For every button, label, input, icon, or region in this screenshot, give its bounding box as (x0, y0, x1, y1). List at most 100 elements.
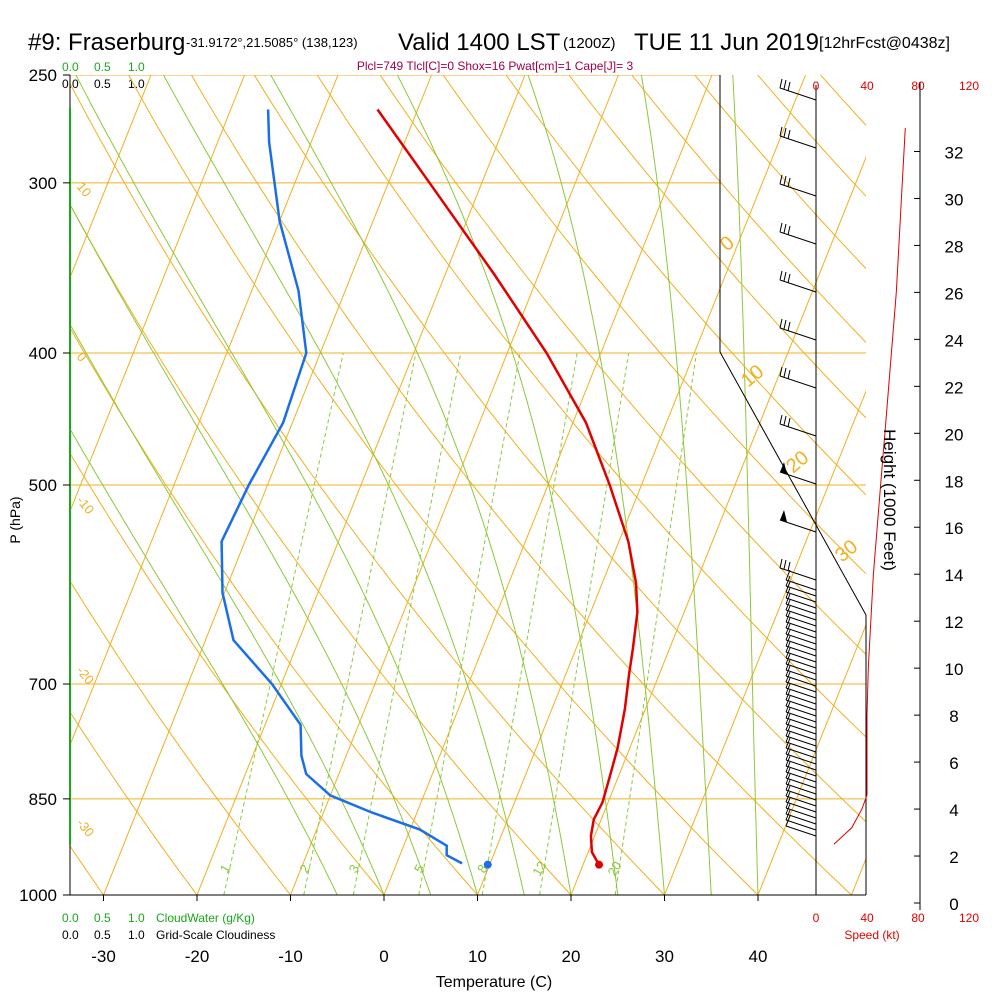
wind-barb-feather (783, 175, 787, 186)
pressure-tick-label: 700 (29, 675, 57, 694)
wind-barb-feather (779, 270, 783, 281)
wind-barb-feather (785, 701, 791, 713)
cloudwater-bottom-ticks: 0.0 0.5 1.0 CloudWater (g/Kg) (62, 911, 255, 925)
dry-adiabat-line (694, 75, 866, 270)
x-axis-label: Temperature (C) (436, 974, 552, 991)
cloudwater-tick: 0.0 (62, 911, 79, 925)
wind-barb-feather (787, 129, 791, 140)
dry-adiabat-line (945, 0, 1000, 924)
wind-barb (785, 747, 817, 759)
wind-barb-feather (779, 174, 783, 185)
wind-barb (785, 585, 817, 597)
wind-barb-feather (779, 78, 783, 89)
moist-adiabat-line (270, 75, 572, 895)
wind-barb-feather (783, 223, 787, 234)
wind-barb-feather (785, 731, 791, 743)
wind-barb (779, 471, 817, 485)
wind-barb-feather (785, 635, 791, 647)
wind-barb-feather (785, 755, 791, 767)
isotherm-label: -10 (74, 493, 98, 517)
wind-barb (779, 327, 817, 341)
wind-barb-feather (785, 803, 791, 815)
wind-barb-flag (780, 462, 787, 474)
wind-barb-feather (785, 797, 791, 809)
wind-barb-feather (785, 773, 791, 785)
wind-barb-feather (785, 665, 791, 677)
wind-barb (785, 681, 817, 693)
isotherm-label: -30 (74, 816, 98, 840)
height-tick-label: 8 (949, 707, 958, 726)
wind-barb (779, 135, 817, 149)
pressure-tick-label: 400 (29, 344, 57, 363)
dry-adiabat-line (827, 0, 1000, 924)
station-coords: -31.9172°,21.5085° (138,123) (186, 35, 358, 50)
wind-barb-feather (785, 743, 791, 755)
wind-barb (785, 741, 817, 753)
mixing-ratio-line (352, 352, 462, 895)
wind-barb (785, 603, 817, 615)
dry-adiabat-line (70, 580, 292, 895)
wind-barb (785, 783, 817, 795)
moist-adiabat-line (396, 75, 619, 895)
wind-barb (785, 609, 817, 621)
cloudiness-tick: 1.0 (128, 77, 145, 91)
height-tick-label: 0 (949, 895, 958, 914)
cloudwater-tick: 1.0 (128, 60, 145, 74)
thermo-grid (70, 0, 1000, 924)
valid-zulu: (1200Z) (563, 35, 616, 52)
wind-barb (785, 633, 817, 645)
cloudwater-tick: 0.5 (94, 911, 111, 925)
wind-barb-feather (787, 225, 791, 236)
temperature-tick-label: -30 (91, 947, 116, 966)
wind-barb-feather (787, 273, 791, 284)
cloudwater-tick: 0.0 (62, 60, 79, 74)
cloudwater-label: CloudWater (g/Kg) (156, 911, 255, 925)
cloudiness-tick: 0.5 (94, 928, 111, 942)
dry-adiabat-line (442, 75, 866, 575)
height-tick-label: 2 (949, 848, 958, 867)
wind-barb-feather (785, 593, 791, 605)
wind-barb-feather (785, 671, 791, 683)
mixing-ratio-line (303, 352, 417, 895)
moist-adiabat-line (640, 75, 712, 895)
dry-adiabat-line (819, 75, 866, 127)
cloudiness-bottom-ticks: 0.0 0.5 1.0 Grid-Scale Cloudiness (62, 928, 275, 942)
temperature-tick-label: -20 (185, 947, 210, 966)
wind-barb-feather (785, 599, 791, 611)
wind-barb-feather (785, 611, 791, 623)
isotherm-line (70, 75, 152, 279)
temperature-tick-label: 40 (749, 947, 768, 966)
temperature-tick-label: 10 (468, 947, 487, 966)
dewpoint-line (220, 109, 463, 865)
wind-speed-line (833, 127, 906, 845)
wind-barb-feather (785, 581, 791, 593)
sounding-indices: Plcl=749 Tlcl[C]=0 Shox=16 Pwat[cm]=1 Ca… (357, 59, 634, 73)
dry-adiabat-line (505, 75, 866, 496)
speed-tick-top: 120 (959, 79, 979, 93)
dry-adiabat-line (190, 75, 853, 895)
wind-barb (785, 759, 817, 771)
pressure-tick-label: 300 (29, 174, 57, 193)
temperature-surface-marker (595, 860, 604, 869)
wind-barb-feather (783, 127, 787, 138)
cloudwater-tick: 0.5 (94, 60, 111, 74)
isotherm-line (757, 623, 866, 895)
wind-barb-feather (785, 785, 791, 797)
wind-barb (785, 765, 817, 777)
wind-barb (779, 183, 817, 197)
mixing-ratio-label: 20 (604, 859, 624, 879)
wind-barb (785, 693, 817, 705)
temperature-tick-label: -10 (278, 947, 303, 966)
wind-barb-feather (785, 647, 791, 659)
pressure-axis: 250 300 400 500 700 850 1000 (19, 66, 70, 905)
wind-barb-feather (783, 367, 787, 378)
temperature-tick-label: 0 (379, 947, 388, 966)
wind-barb (785, 789, 817, 801)
height-tick-label: 28 (945, 237, 964, 256)
wind-barb-feather (785, 587, 791, 599)
dewpoint-surface-marker (483, 860, 492, 869)
wind-barb-feather (785, 605, 791, 617)
wind-barb (785, 819, 817, 831)
